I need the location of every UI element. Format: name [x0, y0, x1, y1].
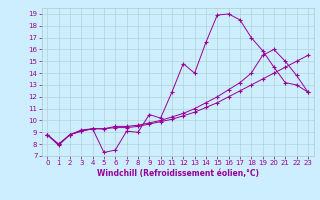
X-axis label: Windchill (Refroidissement éolien,°C): Windchill (Refroidissement éolien,°C) [97, 169, 259, 178]
